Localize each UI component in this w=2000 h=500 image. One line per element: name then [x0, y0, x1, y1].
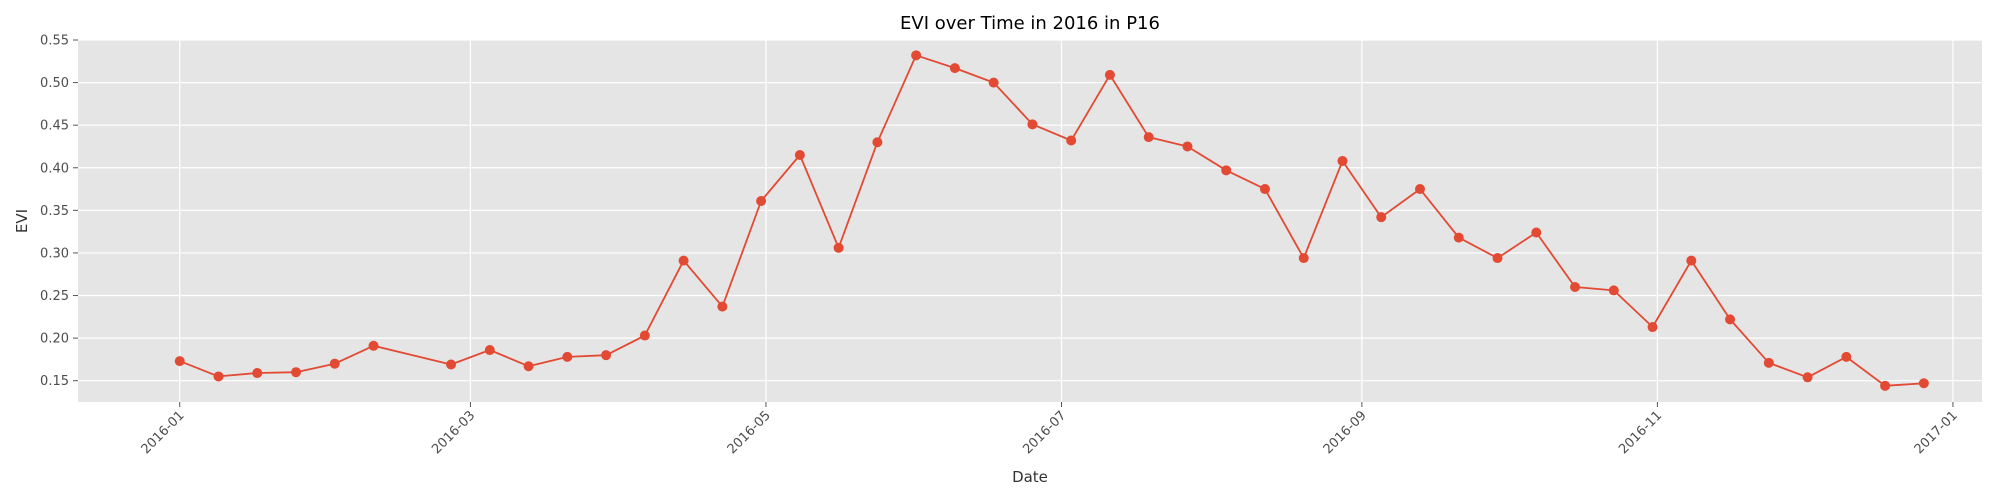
evi-data-point [794, 149, 805, 160]
evi-data-point [252, 368, 263, 379]
evi-data-point [1725, 314, 1736, 325]
evi-data-point [1918, 378, 1929, 389]
evi-data-point [1647, 322, 1658, 333]
evi-data-point [1608, 285, 1619, 296]
evi-data-point [523, 361, 534, 372]
x-tick-label: 2017-01 [1912, 408, 1961, 457]
evi-data-point [1376, 212, 1387, 223]
evi-data-point [1337, 155, 1348, 166]
evi-data-point [1841, 351, 1852, 362]
y-tick-label: 0.25 [40, 289, 69, 304]
y-tick-label: 0.55 [40, 34, 69, 49]
evi-data-point [1763, 357, 1774, 368]
evi-data-point [1880, 380, 1891, 391]
x-tick-label: 2016-03 [429, 408, 478, 457]
y-tick-label: 0.20 [40, 332, 69, 347]
evi-data-point [717, 301, 728, 312]
evi-data-point [1298, 253, 1309, 264]
evi-data-point [756, 195, 767, 206]
plot-area [78, 40, 1982, 402]
evi-data-point [833, 242, 844, 253]
evi-data-point [1104, 69, 1115, 80]
evi-data-point [1453, 232, 1464, 243]
evi-data-point [872, 137, 883, 148]
evi-data-point [329, 358, 340, 369]
evi-data-point [174, 356, 185, 367]
x-tick-label: 2016-01 [139, 408, 188, 457]
y-tick-label: 0.40 [40, 161, 69, 176]
evi-data-point [949, 63, 960, 74]
evi-data-point [1143, 132, 1154, 143]
x-tick-label: 2016-09 [1321, 408, 1370, 457]
y-tick-label: 0.45 [40, 119, 69, 134]
evi-data-point [1221, 165, 1232, 176]
x-axis-ticks: 2016-01 2016-03 2016-05 2016-07 2016-09 2016-… [139, 402, 1961, 457]
evi-data-point [1259, 184, 1270, 195]
gridlines [78, 39, 1982, 402]
evi-data-point [601, 350, 612, 361]
y-tick-label: 0.50 [40, 76, 69, 91]
evi-data-point [1415, 184, 1426, 195]
evi-data-point [988, 77, 999, 88]
evi-data-point [1531, 227, 1542, 238]
evi-data-point [911, 50, 922, 61]
evi-data-point [291, 367, 302, 378]
series-group [174, 50, 1929, 391]
chart-title: EVI over Time in 2016 in P16 [900, 13, 1160, 34]
evi-data-point [446, 359, 457, 370]
y-axis-ticks: 0.15 0.20 0.25 0.30 0.35 0.40 0.45 0.50 0.55 [40, 34, 78, 389]
y-tick-label: 0.15 [40, 374, 69, 389]
evi-data-point [1492, 253, 1503, 264]
y-tick-label: 0.35 [40, 204, 69, 219]
evi-data-point [213, 371, 224, 382]
y-tick-label: 0.30 [40, 246, 69, 261]
evi-data-point [562, 351, 573, 362]
evi-data-point [368, 340, 379, 351]
evi-data-point [1802, 372, 1813, 383]
evi-data-point [1182, 141, 1193, 152]
evi-data-point [678, 255, 689, 266]
evi-data-point [1570, 282, 1581, 293]
x-tick-label: 2016-07 [1020, 408, 1069, 457]
evi-data-point [1686, 255, 1697, 266]
evi-data-point [1066, 135, 1077, 146]
x-axis-label: Date [1012, 468, 1048, 486]
x-tick-label: 2016-05 [725, 408, 774, 457]
evi-data-point [639, 330, 650, 341]
evi-data-point [1027, 119, 1038, 130]
evi-data-point [484, 345, 495, 356]
x-tick-label: 2016-11 [1616, 408, 1665, 457]
y-axis-label: EVI [13, 209, 31, 233]
